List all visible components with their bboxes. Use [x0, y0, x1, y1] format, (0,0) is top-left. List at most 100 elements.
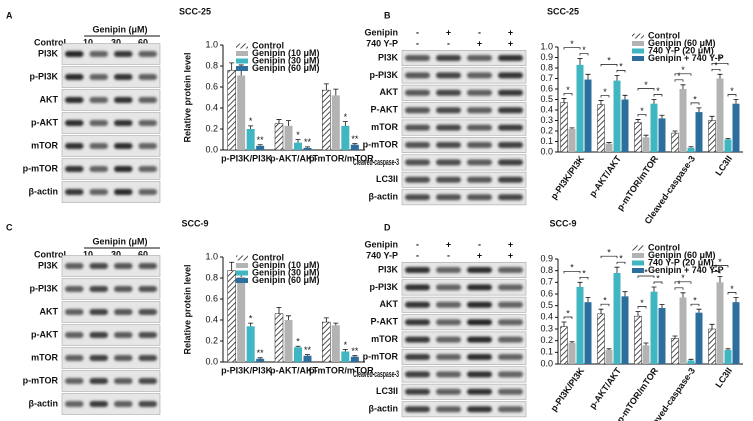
- bar: [560, 326, 568, 365]
- band: [467, 55, 492, 61]
- legend-swatch: [632, 48, 644, 54]
- blot-strip: [401, 67, 527, 84]
- bar: [613, 80, 621, 152]
- bar: [274, 313, 284, 363]
- column-label: 10: [83, 37, 93, 47]
- blot-strip: [401, 349, 527, 365]
- bar: [605, 143, 613, 152]
- error-bar: [569, 127, 575, 129]
- band: [467, 406, 492, 413]
- y-tick-label: 0.7: [540, 73, 553, 83]
- comparison-bracket: [563, 316, 573, 319]
- legend-label: Genipin (60 μM): [252, 63, 320, 73]
- bar: [560, 102, 568, 153]
- error-bar: [680, 292, 686, 298]
- band: [114, 309, 133, 315]
- y-tick-label: 0.1: [540, 347, 553, 357]
- legend-label: Genipin + 740 Y-P: [648, 53, 724, 63]
- condition-sign: +: [508, 239, 513, 249]
- comparison-bracket: [600, 303, 610, 307]
- legend-label: Genipin (10 μM): [252, 260, 320, 270]
- legend-swatch: [236, 270, 248, 276]
- blot-strip: [61, 181, 161, 203]
- error-bar: [229, 62, 235, 71]
- comparison-label: *: [582, 269, 586, 279]
- band: [467, 354, 492, 360]
- y-tick-label: 0.4: [540, 104, 553, 114]
- error-bar: [709, 115, 715, 121]
- comparison-label: *: [730, 86, 734, 96]
- condition-sign: -: [447, 38, 450, 48]
- band: [138, 378, 157, 384]
- band: [498, 267, 523, 273]
- legend-swatch: [236, 278, 248, 283]
- legend-swatch: [236, 58, 248, 64]
- blot-strip: [401, 84, 527, 101]
- row-label: Cleaved-caspase-3: [353, 369, 399, 379]
- band: [65, 120, 84, 126]
- comparison-bracket: [563, 93, 573, 96]
- band: [89, 309, 108, 315]
- band: [138, 143, 157, 149]
- legend-label: Control: [648, 30, 680, 40]
- comparison-bracket: [711, 68, 721, 72]
- band: [498, 319, 523, 326]
- band: [498, 124, 523, 131]
- error-bar: [733, 297, 739, 303]
- row-label: β-actin: [29, 398, 59, 408]
- column-label: Control: [34, 37, 66, 47]
- row-label: P-AKT: [371, 317, 399, 327]
- comparison-label: *: [603, 296, 607, 306]
- blot-strip: [61, 324, 161, 346]
- bar: [732, 103, 740, 152]
- error-bar: [696, 107, 702, 113]
- bar: [350, 356, 359, 362]
- significance-mark: **: [304, 137, 312, 147]
- y-tick-label: 0.3: [540, 115, 553, 125]
- band: [89, 97, 108, 103]
- error-bar: [643, 342, 649, 346]
- error-bar: [286, 315, 291, 320]
- x-tick-label: p-PI3K/PI3K: [221, 153, 273, 163]
- y-tick-label: 0.8: [540, 62, 553, 72]
- panel-letter: B: [384, 10, 391, 20]
- band: [436, 388, 461, 395]
- error-bar: [622, 94, 628, 100]
- band: [498, 142, 523, 148]
- bar: [671, 338, 679, 365]
- blot-strip: [61, 43, 161, 65]
- band: [65, 355, 84, 361]
- bar: [621, 99, 629, 152]
- band: [467, 284, 492, 291]
- band: [436, 301, 461, 308]
- band: [405, 176, 430, 183]
- band: [114, 332, 133, 338]
- comparison-label: *: [677, 71, 681, 81]
- legend-swatch: [236, 51, 248, 56]
- comparison-bracket: [711, 265, 729, 268]
- legend-swatch: [632, 268, 644, 273]
- column-label: 30: [111, 37, 121, 47]
- y-tick-label: 0.2: [540, 125, 553, 135]
- bar: [671, 132, 679, 153]
- error-bar: [680, 84, 686, 89]
- y-axis-label: Relative protein level: [182, 264, 192, 354]
- band: [65, 378, 84, 384]
- blot-strip: [61, 158, 161, 180]
- bar: [246, 326, 255, 362]
- condition-sign: -: [416, 27, 419, 37]
- panel-letter: D: [384, 222, 391, 232]
- bar: [237, 276, 246, 362]
- row-label: mTOR: [371, 122, 398, 132]
- band: [436, 319, 461, 326]
- comparison-label: *: [603, 87, 607, 97]
- row-label: PI3K: [38, 260, 59, 270]
- y-tick-label: 0.0: [205, 356, 218, 366]
- row-label: p-PI3K: [29, 283, 58, 293]
- band: [436, 89, 461, 96]
- error-bar: [248, 125, 254, 129]
- blot-strip: [401, 50, 527, 66]
- bar: [634, 122, 642, 153]
- error-bar: [614, 266, 620, 273]
- bar: [658, 118, 666, 152]
